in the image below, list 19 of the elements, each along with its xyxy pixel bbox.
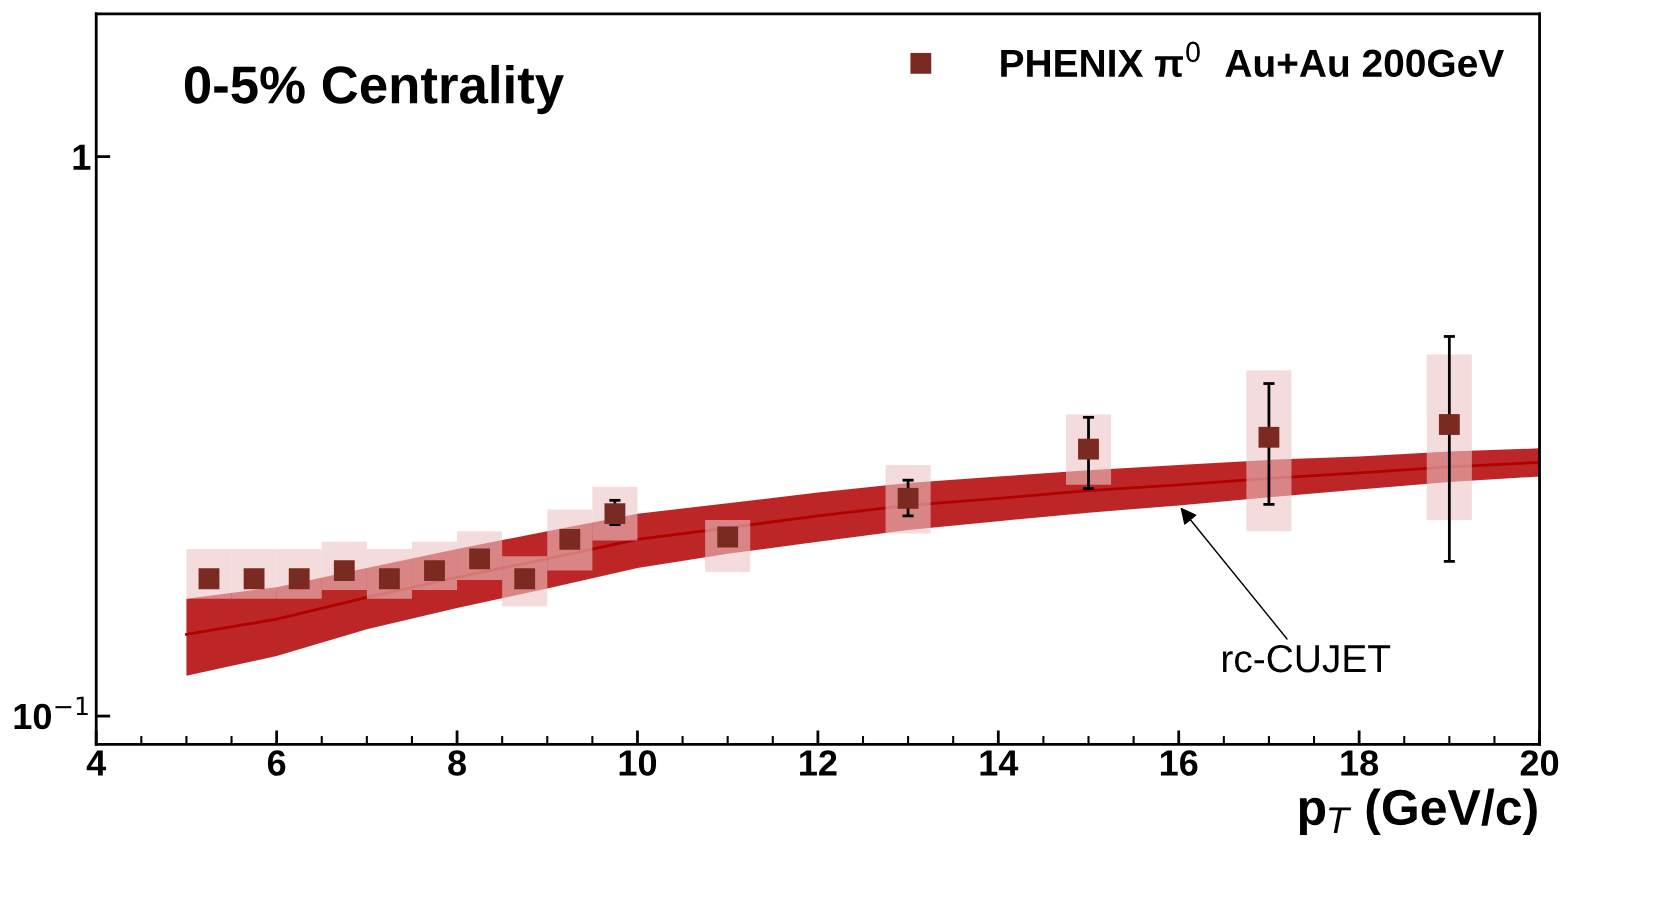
text: 0-5% Centrality <box>184 64 564 115</box>
point <box>1438 414 1460 435</box>
x-axis-title: p$_{T}$ (GeV/c) <box>1299 788 1537 836</box>
x-tick-label: 8 <box>448 750 466 776</box>
x-tick-label: 16 <box>1160 750 1198 776</box>
x-tick-label: 20 <box>1520 750 1559 776</box>
legend-label: PHENIX π$^{0}$ Au+Au 200GeV <box>1001 41 1504 78</box>
x-tick-label: 4 <box>86 750 107 776</box>
bar <box>1426 354 1472 521</box>
y-tick-label: 10$^{−1}$ <box>14 696 88 730</box>
x-tick-label: 18 <box>1341 750 1379 776</box>
x-tick-label: 12 <box>800 750 837 776</box>
annotation: rc-CUJET <box>1222 644 1391 673</box>
y-tick-label: 1 <box>73 144 91 170</box>
point <box>1258 426 1280 448</box>
x-tick-label: 6 <box>267 750 286 776</box>
bar <box>1246 370 1292 532</box>
x-tick-label: 14 <box>980 750 1019 776</box>
x-tick-label: 10 <box>619 750 657 776</box>
